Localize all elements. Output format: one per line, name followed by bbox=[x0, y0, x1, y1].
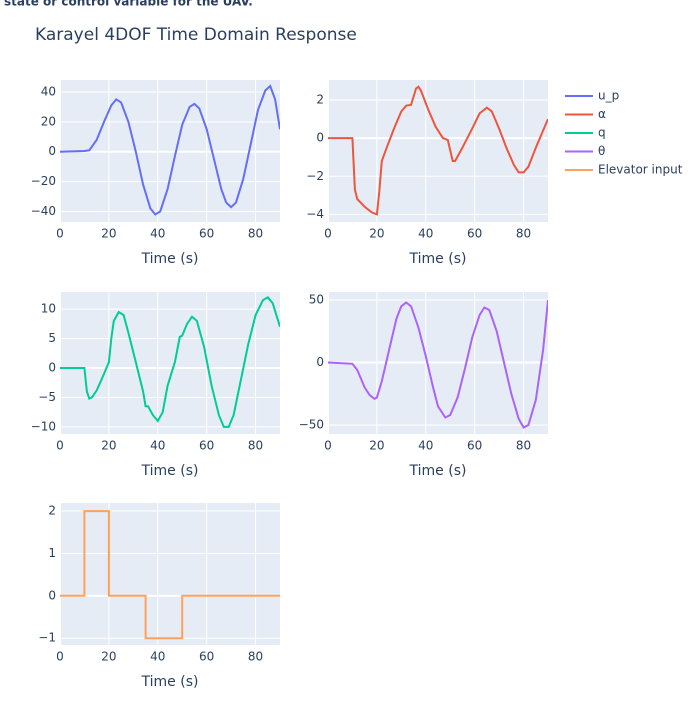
y-tick-label: −10 bbox=[31, 419, 56, 433]
x-tick-label: 60 bbox=[467, 227, 482, 241]
x-tick-label: 60 bbox=[199, 650, 214, 664]
x-tick-label: 20 bbox=[101, 650, 116, 664]
y-tick-label: 10 bbox=[41, 302, 56, 316]
x-tick-label: 40 bbox=[150, 439, 165, 453]
x-axis-title: Time (s) bbox=[141, 674, 199, 690]
y-tick-label: −5 bbox=[38, 390, 56, 404]
x-tick-label: 20 bbox=[101, 227, 116, 241]
x-tick-label: 40 bbox=[150, 227, 165, 241]
x-tick-label: 60 bbox=[199, 227, 214, 241]
plot-background bbox=[60, 292, 280, 434]
data-line bbox=[60, 84, 280, 216]
x-tick-label: 60 bbox=[199, 439, 214, 453]
x-tick-label: 40 bbox=[418, 439, 433, 453]
y-tick-label: 5 bbox=[48, 331, 56, 345]
legend-label: u_p bbox=[598, 89, 619, 103]
x-tick-label: 0 bbox=[56, 439, 64, 453]
x-tick-label: 20 bbox=[369, 227, 384, 241]
y-tick-label: 0 bbox=[48, 361, 56, 375]
x-tick-label: 20 bbox=[369, 439, 384, 453]
y-tick-label: 2 bbox=[48, 504, 56, 518]
x-tick-label: 80 bbox=[248, 439, 263, 453]
caption: y state or control variable for the UAV. bbox=[0, 0, 253, 9]
y-tick-label: −2 bbox=[306, 169, 324, 183]
x-axis-title: Time (s) bbox=[141, 251, 199, 267]
data-line bbox=[328, 299, 548, 429]
y-tick-label: −4 bbox=[306, 207, 324, 221]
y-tick-label: 1 bbox=[48, 546, 56, 560]
x-tick-label: 0 bbox=[324, 439, 332, 453]
y-tick-label: −20 bbox=[31, 174, 56, 188]
y-tick-label: 20 bbox=[41, 114, 56, 128]
data-line bbox=[60, 296, 280, 428]
x-axis-title: Time (s) bbox=[409, 463, 467, 479]
x-tick-label: 0 bbox=[56, 227, 64, 241]
legend-label: θ bbox=[598, 144, 605, 158]
y-tick-label: −1 bbox=[38, 631, 56, 645]
x-tick-label: 40 bbox=[418, 227, 433, 241]
legend-label: q bbox=[598, 126, 606, 140]
y-tick-label: 0 bbox=[48, 144, 56, 158]
y-tick-label: 2 bbox=[316, 93, 324, 107]
legend-label: Elevator input bbox=[598, 163, 683, 177]
y-tick-label: −40 bbox=[31, 204, 56, 218]
figure-title: Karayel 4DOF Time Domain Response bbox=[35, 25, 357, 45]
x-tick-label: 20 bbox=[101, 439, 116, 453]
x-axis-title: Time (s) bbox=[141, 463, 199, 479]
y-tick-label: 0 bbox=[316, 355, 324, 369]
data-line bbox=[328, 85, 548, 216]
y-tick-label: −50 bbox=[299, 418, 324, 432]
y-tick-label: 0 bbox=[316, 131, 324, 145]
x-tick-label: 0 bbox=[56, 650, 64, 664]
plot-background bbox=[60, 503, 280, 645]
x-tick-label: 80 bbox=[516, 227, 531, 241]
legend-label: α bbox=[598, 107, 606, 121]
plot-background bbox=[328, 80, 548, 222]
y-tick-label: 40 bbox=[41, 84, 56, 98]
y-tick-label: 0 bbox=[48, 588, 56, 602]
x-tick-label: 80 bbox=[516, 439, 531, 453]
x-tick-label: 40 bbox=[150, 650, 165, 664]
x-tick-label: 80 bbox=[248, 650, 263, 664]
x-tick-label: 0 bbox=[324, 227, 332, 241]
data-line bbox=[60, 510, 280, 640]
x-axis-title: Time (s) bbox=[409, 251, 467, 267]
y-tick-label: 50 bbox=[309, 293, 324, 307]
x-tick-label: 60 bbox=[467, 439, 482, 453]
x-tick-label: 80 bbox=[248, 227, 263, 241]
